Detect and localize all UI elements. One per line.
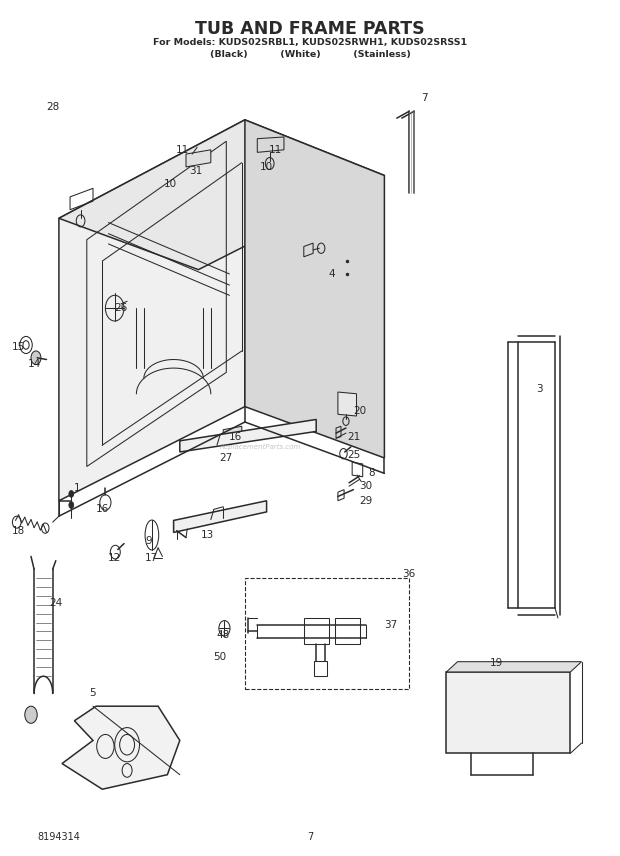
Text: 20: 20 — [353, 406, 366, 416]
Polygon shape — [338, 392, 356, 416]
Text: 11: 11 — [269, 145, 283, 155]
Polygon shape — [59, 120, 245, 501]
Text: 36: 36 — [402, 568, 416, 579]
Text: 1: 1 — [74, 483, 81, 493]
Text: 8: 8 — [369, 467, 375, 478]
Text: 29: 29 — [359, 496, 373, 506]
Polygon shape — [186, 150, 211, 167]
Text: 7: 7 — [422, 93, 428, 104]
Text: 7: 7 — [307, 832, 313, 842]
Polygon shape — [245, 120, 384, 458]
Text: 15: 15 — [12, 342, 25, 352]
Text: 37: 37 — [384, 620, 397, 630]
Text: 21: 21 — [347, 431, 360, 442]
Circle shape — [69, 490, 74, 497]
Circle shape — [69, 502, 74, 508]
Text: 3: 3 — [536, 384, 542, 395]
Text: For Models: KUDS02SRBL1, KUDS02SRWH1, KUDS02SRSS1: For Models: KUDS02SRBL1, KUDS02SRWH1, KU… — [153, 39, 467, 47]
Text: 26: 26 — [114, 303, 128, 313]
Polygon shape — [174, 501, 267, 532]
Text: 10: 10 — [164, 179, 177, 189]
Text: 4: 4 — [329, 269, 335, 279]
Text: 17: 17 — [145, 553, 159, 563]
Polygon shape — [446, 672, 570, 753]
Text: 16: 16 — [95, 504, 109, 514]
Text: 12: 12 — [108, 553, 122, 563]
Text: 28: 28 — [46, 102, 60, 112]
Text: 50: 50 — [213, 652, 227, 663]
Text: 30: 30 — [359, 481, 373, 491]
Text: 48: 48 — [216, 630, 230, 640]
Polygon shape — [180, 419, 316, 452]
Text: 9: 9 — [146, 536, 152, 546]
Text: 13: 13 — [201, 530, 215, 540]
Text: 27: 27 — [219, 453, 233, 463]
Text: (Black)          (White)          (Stainless): (Black) (White) (Stainless) — [210, 51, 410, 59]
Text: 25: 25 — [347, 450, 360, 461]
Polygon shape — [446, 662, 582, 672]
Polygon shape — [223, 426, 242, 438]
Text: ReplacementParts.com: ReplacementParts.com — [219, 443, 301, 450]
Text: 16: 16 — [229, 431, 242, 442]
Text: 5: 5 — [90, 688, 96, 698]
Text: 8194314: 8194314 — [37, 832, 80, 842]
Circle shape — [31, 351, 41, 365]
Text: 11: 11 — [176, 145, 190, 155]
Text: TUB AND FRAME PARTS: TUB AND FRAME PARTS — [195, 20, 425, 39]
Polygon shape — [59, 120, 384, 270]
Text: 24: 24 — [49, 598, 63, 609]
Text: 18: 18 — [12, 526, 25, 536]
Text: 14: 14 — [27, 359, 41, 369]
Polygon shape — [62, 706, 180, 789]
Text: 19: 19 — [489, 658, 503, 669]
Text: 31: 31 — [188, 166, 202, 176]
Text: 10: 10 — [260, 162, 273, 172]
Circle shape — [25, 706, 37, 723]
